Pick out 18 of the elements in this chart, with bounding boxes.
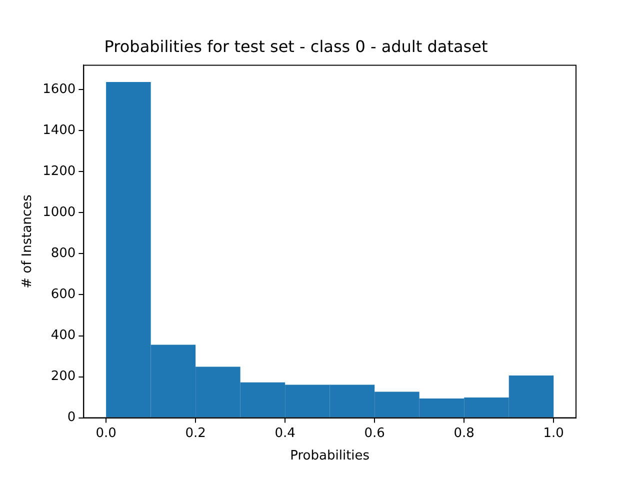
y-tick-label: 800 <box>50 246 76 262</box>
y-tick-label: 200 <box>50 369 76 384</box>
chart-title: Probabilities for test set - class 0 - adult dataset <box>104 36 488 56</box>
x-tick-label: 1.0 <box>543 426 564 441</box>
y-axis-title: # of Instances <box>20 194 36 288</box>
x-axis-title: Probabilities <box>290 448 370 464</box>
x-tick-label: 0.4 <box>274 426 296 441</box>
y-tick-label: 400 <box>50 328 76 344</box>
y-tick-label: 1200 <box>42 164 76 180</box>
y-tick-label: 1400 <box>42 123 76 138</box>
y-tick-label: 600 <box>50 287 76 302</box>
x-tick-label: 0.0 <box>96 426 116 441</box>
x-tick-label: 0.6 <box>364 426 385 441</box>
x-tick-label: 0.8 <box>454 426 474 441</box>
y-tick-label: 0 <box>67 410 76 426</box>
x-tick-label: 0.2 <box>185 426 206 441</box>
y-tick-label: 1600 <box>42 82 76 97</box>
y-tick-label: 1000 <box>42 205 76 220</box>
